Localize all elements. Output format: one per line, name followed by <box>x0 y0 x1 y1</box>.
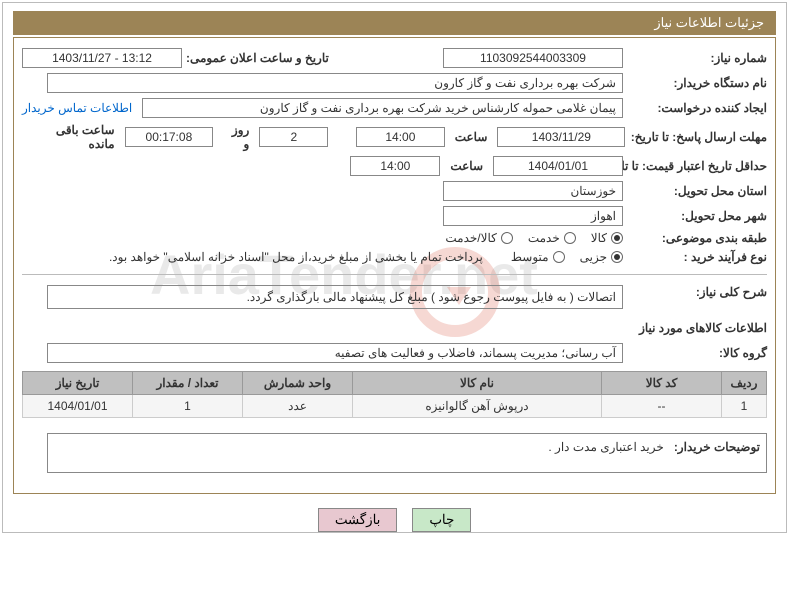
remaining-label: ساعت باقی مانده <box>28 123 115 151</box>
table-row: 1 -- درپوش آهن گالوانیزه عدد 1 1404/01/0… <box>23 395 767 418</box>
radio-goods-service-input[interactable] <box>501 232 513 244</box>
radio-goods-input[interactable] <box>611 232 623 244</box>
requester-label: ایجاد کننده درخواست: <box>627 101 767 115</box>
th-name: نام کالا <box>353 372 602 395</box>
summary-box: اتصالات ( به فایل پیوست رجوع شود ) مبلغ … <box>47 285 623 309</box>
validity-date-field: 1404/01/01 <box>493 156 623 176</box>
need-number-field: 1103092544003309 <box>443 48 623 68</box>
th-qty: تعداد / مقدار <box>133 372 243 395</box>
process-label: نوع فرآیند خرید : <box>627 250 767 264</box>
th-unit: واحد شمارش <box>243 372 353 395</box>
validity-time-field: 14:00 <box>350 156 440 176</box>
buyer-org-label: نام دستگاه خریدار: <box>627 76 767 90</box>
radio-service-input[interactable] <box>564 232 576 244</box>
category-label: طبقه بندی موضوعی: <box>627 231 767 245</box>
validity-label: حداقل تاریخ اعتبار قیمت: تا تاریخ: <box>627 159 767 173</box>
radio-goods[interactable]: کالا <box>591 231 623 245</box>
cell-date: 1404/01/01 <box>23 395 133 418</box>
back-button[interactable]: بازگشت <box>318 508 398 532</box>
summary-label: شرح کلی نیاز: <box>627 285 767 299</box>
buyer-notes-text: خرید اعتباری مدت دار . <box>548 440 663 454</box>
requester-field: پیمان غلامی حموله کارشناس خرید شرکت بهره… <box>142 98 623 118</box>
province-field: خوزستان <box>443 181 623 201</box>
category-radio-group: کالا خدمت کالا/خدمت <box>445 231 623 245</box>
announce-field: 1403/11/27 - 13:12 <box>22 48 182 68</box>
goods-info-title: اطلاعات کالاهای مورد نیاز <box>22 321 767 335</box>
radio-medium-input[interactable] <box>553 251 565 263</box>
panel-title: جزئیات اطلاعات نیاز <box>654 15 764 30</box>
radio-partial-input[interactable] <box>611 251 623 263</box>
city-label: شهر محل تحویل: <box>627 209 767 223</box>
payment-note: پرداخت تمام یا بخشی از مبلغ خرید،از محل … <box>109 250 483 264</box>
city-field: اهواز <box>443 206 623 226</box>
radio-partial-label: جزیی <box>580 250 607 264</box>
radio-medium[interactable]: متوسط <box>511 250 565 264</box>
buyer-org-field: شرکت بهره برداری نفت و گاز کارون <box>47 73 623 93</box>
radio-medium-label: متوسط <box>511 250 549 264</box>
button-row: چاپ بازگشت <box>3 508 786 532</box>
radio-service-label: خدمت <box>528 231 560 245</box>
days-field: 2 <box>259 127 328 147</box>
radio-goods-label: کالا <box>591 231 607 245</box>
cell-qty: 1 <box>133 395 243 418</box>
print-button[interactable]: چاپ <box>412 508 471 532</box>
buyer-notes-label: توضیحات خریدار: <box>674 440 760 454</box>
deadline-date-field: 1403/11/29 <box>497 127 625 147</box>
radio-partial[interactable]: جزیی <box>580 250 623 264</box>
group-label: گروه کالا: <box>627 346 767 360</box>
group-field: آب رسانی؛ مدیریت پسماند، فاضلاب و فعالیت… <box>47 343 623 363</box>
table-header-row: ردیف کد کالا نام کالا واحد شمارش تعداد /… <box>23 372 767 395</box>
separator-1 <box>22 274 767 275</box>
buyer-notes-box: توضیحات خریدار: خرید اعتباری مدت دار . <box>47 433 767 473</box>
days-label: روز و <box>223 123 249 151</box>
deadline-label: مهلت ارسال پاسخ: تا تاریخ: <box>629 130 767 144</box>
panel-header: جزئیات اطلاعات نیاز <box>13 11 776 35</box>
countdown-field: 00:17:08 <box>125 127 214 147</box>
radio-goods-service-label: کالا/خدمت <box>445 231 496 245</box>
cell-unit: عدد <box>243 395 353 418</box>
deadline-time-field: 14:00 <box>356 127 445 147</box>
th-code: کد کالا <box>602 372 722 395</box>
goods-table: ردیف کد کالا نام کالا واحد شمارش تعداد /… <box>22 371 767 418</box>
buyer-contact-link[interactable]: اطلاعات تماس خریدار <box>22 101 132 115</box>
province-label: استان محل تحویل: <box>627 184 767 198</box>
process-radio-group: جزیی متوسط <box>511 250 623 264</box>
th-row: ردیف <box>722 372 767 395</box>
need-number-label: شماره نیاز: <box>627 51 767 65</box>
radio-goods-service[interactable]: کالا/خدمت <box>445 231 512 245</box>
th-date: تاریخ نیاز <box>23 372 133 395</box>
radio-service[interactable]: خدمت <box>528 231 576 245</box>
main-panel: شماره نیاز: 1103092544003309 تاریخ و ساع… <box>13 37 776 494</box>
time-label-1: ساعت <box>455 130 488 144</box>
cell-row: 1 <box>722 395 767 418</box>
time-label-2: ساعت <box>450 159 483 173</box>
cell-name: درپوش آهن گالوانیزه <box>353 395 602 418</box>
cell-code: -- <box>602 395 722 418</box>
announce-label: تاریخ و ساعت اعلان عمومی: <box>186 51 329 65</box>
